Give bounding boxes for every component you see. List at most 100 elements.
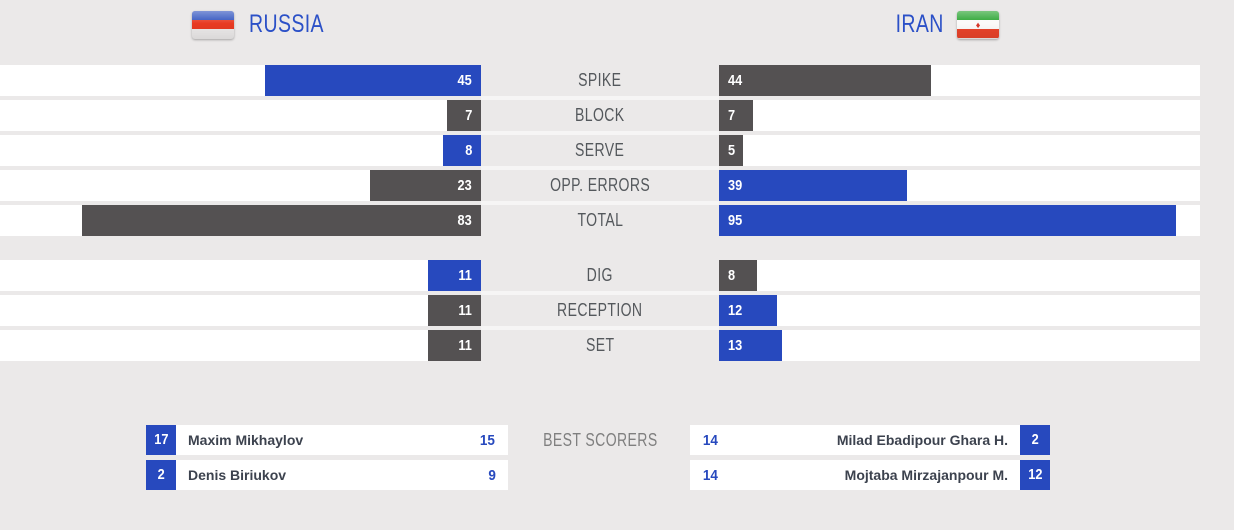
russia-reception-value: 11 (458, 302, 472, 319)
russia-scorer-row-2: 2 Denis Biriukov 9 (146, 460, 508, 490)
iran-opp-errors-track: 39 (719, 170, 1200, 201)
iran-reception-bar: 12 (719, 295, 777, 326)
russia-total-bar: 83 (81, 205, 481, 236)
iran-scorer-row-2: 14 Mojtaba Mirzajanpour M. 12 (690, 460, 1050, 490)
stat-row-dig: 11 DIG 8 (0, 260, 1234, 295)
right-edge-spacer (1200, 135, 1234, 166)
stat-label-reception-cell: RECEPTION (481, 295, 719, 330)
russia-set-value: 11 (458, 337, 472, 354)
stat-row-opp-errors: 23 OPP. ERRORS 39 (0, 170, 1234, 205)
stat-label-total: TOTAL (577, 210, 623, 230)
team-iran-name: IRAN (895, 10, 944, 38)
iran-reception-track: 12 (719, 295, 1200, 326)
iran-dig-value: 8 (728, 267, 736, 284)
right-edge-spacer (1200, 100, 1234, 131)
stat-label-spike: SPIKE (578, 70, 622, 90)
russia-flag-icon (192, 10, 234, 39)
right-edge-spacer (1200, 170, 1234, 201)
iran-scorer-1-points: 14 (702, 431, 718, 449)
russia-scorer-1-points: 15 (480, 431, 496, 449)
russia-serve-bar: 8 (442, 135, 481, 166)
stat-label-set-cell: SET (481, 330, 719, 361)
russia-spike-bar: 45 (264, 65, 481, 96)
russia-total-track: 83 (0, 205, 481, 236)
russia-block-value: 7 (464, 107, 472, 124)
stat-label-dig: DIG (586, 265, 614, 285)
russia-spike-value: 45 (457, 72, 472, 89)
best-scorers-section: 17 Maxim Mikhaylov 15 2 Denis Biriukov 9 BEST… (0, 425, 1234, 490)
russia-total-value: 83 (457, 212, 472, 229)
stat-label-opp-errors: OPP. ERRORS (549, 175, 651, 195)
right-edge-spacer (1200, 330, 1234, 361)
iran-emblem-icon: ♦ (957, 20, 999, 30)
russia-best-scorers: 17 Maxim Mikhaylov 15 2 Denis Biriukov 9 (146, 425, 508, 495)
iran-block-track: 7 (719, 100, 1200, 131)
russia-dig-value: 11 (458, 267, 472, 284)
iran-set-bar: 13 (719, 330, 782, 361)
iran-set-value: 13 (728, 337, 743, 354)
iran-serve-track: 5 (719, 135, 1200, 166)
iran-flag-icon: ♦ (957, 10, 999, 39)
russia-dig-track: 11 (0, 260, 481, 291)
iran-scorer-2-box: 14 Mojtaba Mirzajanpour M. (690, 460, 1020, 490)
stat-label-serve-cell: SERVE (481, 135, 719, 170)
russia-scorer-2-name: Denis Biriukov (188, 467, 287, 483)
iran-set-track: 13 (719, 330, 1200, 361)
stats-comparison: 45 SPIKE 44 7 BLOCK 7 8 SERVE 5 23 OPP. ERRORS 39 83… (0, 65, 1234, 361)
stat-row-set: 11 SET 13 (0, 330, 1234, 361)
russia-reception-track: 11 (0, 295, 481, 326)
russia-scorer-1-jersey-badge: 17 (146, 425, 176, 455)
right-edge-spacer (1200, 65, 1234, 96)
russia-block-track: 7 (0, 100, 481, 131)
iran-scorer-2-name: Mojtaba Mirzajanpour M. (844, 467, 1008, 483)
russia-scorer-2-points: 9 (488, 466, 496, 484)
right-edge-spacer (1200, 205, 1234, 236)
iran-dig-bar: 8 (719, 260, 758, 291)
stat-row-reception: 11 RECEPTION 12 (0, 295, 1234, 330)
iran-total-track: 95 (719, 205, 1200, 236)
iran-scorer-1-box: 14 Milad Ebadipour Ghara H. (690, 425, 1020, 455)
russia-set-bar: 11 (428, 330, 481, 361)
iran-serve-bar: 5 (719, 135, 744, 166)
russia-opp-errors-bar: 23 (370, 170, 481, 201)
stat-row-serve: 8 SERVE 5 (0, 135, 1234, 170)
stat-label-total-cell: TOTAL (481, 205, 719, 236)
stat-label-spike-cell: SPIKE (481, 65, 719, 100)
stat-label-reception: RECEPTION (557, 300, 643, 320)
team-russia-header: RUSSIA (192, 10, 345, 39)
stat-label-serve: SERVE (575, 140, 625, 160)
right-edge-spacer (1200, 295, 1234, 326)
russia-opp-errors-track: 23 (0, 170, 481, 201)
iran-scorer-1-name: Milad Ebadipour Ghara H. (836, 432, 1008, 448)
russia-scorer-1-name: Maxim Mikhaylov (188, 432, 304, 448)
team-russia-name: RUSSIA (249, 10, 324, 38)
russia-scorer-2-jersey-badge: 2 (146, 460, 176, 490)
stat-label-block: BLOCK (575, 105, 625, 125)
iran-scorer-2-points: 14 (702, 466, 718, 484)
iran-spike-value: 44 (728, 72, 743, 89)
iran-best-scorers: 14 Milad Ebadipour Ghara H. 2 14 Mojtaba Mir… (690, 425, 1050, 495)
stat-label-dig-cell: DIG (481, 260, 719, 295)
russia-set-track: 11 (0, 330, 481, 361)
iran-scorer-row-1: 14 Milad Ebadipour Ghara H. 2 (690, 425, 1050, 455)
iran-block-bar: 7 (719, 100, 753, 131)
best-scorers-heading: BEST SCORERS (481, 425, 719, 455)
best-scorers-label: BEST SCORERS (542, 430, 658, 450)
russia-scorer-2-box: Denis Biriukov 9 (176, 460, 508, 490)
iran-scorer-2-jersey-badge: 12 (1020, 460, 1050, 490)
iran-opp-errors-bar: 39 (719, 170, 907, 201)
stat-row-total: 83 TOTAL 95 (0, 205, 1234, 236)
iran-total-value: 95 (728, 212, 743, 229)
iran-dig-track: 8 (719, 260, 1200, 291)
iran-spike-bar: 44 (719, 65, 931, 96)
iran-block-value: 7 (728, 107, 736, 124)
russia-reception-bar: 11 (428, 295, 481, 326)
iran-scorer-1-jersey-badge: 2 (1020, 425, 1050, 455)
russia-scorer-row-1: 17 Maxim Mikhaylov 15 (146, 425, 508, 455)
iran-reception-value: 12 (728, 302, 743, 319)
stat-row-spike: 45 SPIKE 44 (0, 65, 1234, 100)
russia-block-bar: 7 (447, 100, 481, 131)
stat-label-opp-errors-cell: OPP. ERRORS (481, 170, 719, 205)
stat-row-block: 7 BLOCK 7 (0, 100, 1234, 135)
